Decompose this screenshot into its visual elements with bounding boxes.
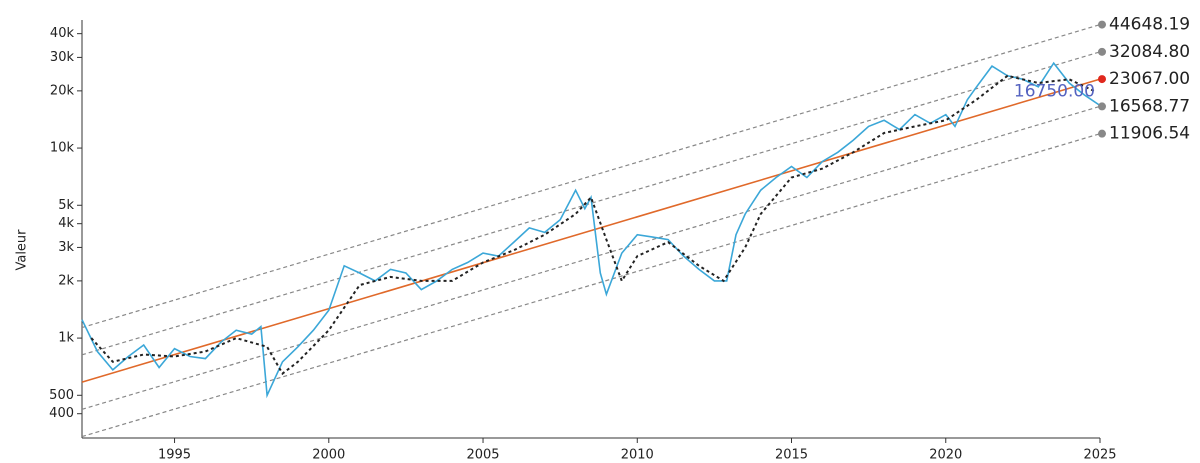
moving-average-line [90,74,1095,376]
channel-line [81,133,1101,438]
channel-end-label: 44648.19 [1109,15,1190,35]
y-tick-label: 400 [49,406,74,421]
channel-end-label: 16568.77 [1109,96,1190,116]
y-tick-label: 40k [50,26,75,41]
price-line [81,61,1101,399]
x-tick-label: 2005 [466,448,499,463]
y-tick-label: 5k [58,198,74,213]
channel-end-label: 23067.00 [1109,69,1190,89]
y-tick-label: 1k [58,331,74,346]
x-tick-label: 2025 [1083,448,1116,463]
channel-end-label: 11906.54 [1109,124,1190,144]
channel-end-dot [1098,75,1106,84]
x-tick-label: 2015 [775,448,808,463]
y-tick-label: 500 [49,388,74,403]
y-tick-label: 4k [58,216,74,231]
channel-line [81,24,1101,329]
x-tick-label: 2010 [621,448,654,463]
y-axis-label: Valeur [15,229,30,271]
x-tick-label: 2000 [312,448,345,463]
regression-line [81,78,1101,383]
y-tick-label: 20k [50,83,75,98]
y-tick-label: 10k [50,141,75,156]
channel-end-dot [1098,129,1106,138]
y-tick-label: 2k [58,273,74,288]
y-tick-label: 3k [58,240,74,255]
channel-line [81,105,1101,410]
y-tick-label: 30k [50,50,75,65]
x-tick-label: 2020 [929,448,962,463]
current-price-label: 16750.00 [1014,81,1095,101]
channel-line [81,51,1101,356]
channel-end-dot [1098,20,1106,29]
channel-end-label: 32084.80 [1109,42,1190,62]
channel-end-dot [1098,47,1106,56]
channel-end-dot [1098,102,1106,111]
x-tick-label: 1995 [158,448,191,463]
